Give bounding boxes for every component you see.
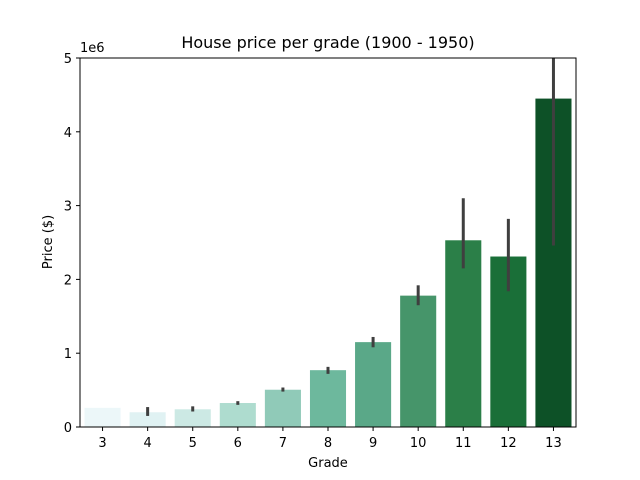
x-tick-label: 8: [324, 436, 332, 451]
bar-grade-10: [400, 295, 437, 427]
bar-grade-3: [84, 407, 121, 427]
y-axis-offset-label: 1e6: [80, 41, 105, 56]
y-axis-label: Price ($): [41, 215, 56, 269]
x-tick-label: 11: [455, 436, 472, 451]
bar-grade-8: [309, 370, 347, 427]
y-tick-label: 4: [64, 126, 72, 141]
y-tick-label: 3: [64, 200, 72, 215]
bar-grade-7: [264, 389, 301, 427]
x-axis: 3 4 5 6 7 8 9 10 11 12 13: [98, 427, 562, 451]
x-tick-label: 4: [143, 436, 151, 451]
y-tick-label: 0: [64, 421, 72, 436]
x-tick-label: 12: [500, 436, 517, 451]
bar-grade-4: [129, 412, 166, 427]
bar-grade-6: [219, 403, 256, 427]
x-tick-label: 10: [410, 436, 427, 451]
y-tick-label: 2: [64, 273, 72, 288]
bar-grade-5: [174, 409, 211, 427]
bar-grade-11: [445, 240, 482, 427]
bar-grade-9: [355, 342, 392, 427]
y-tick-label: 5: [64, 52, 72, 67]
x-tick-label: 6: [234, 436, 242, 451]
x-tick-label: 13: [545, 436, 562, 451]
x-tick-label: 5: [189, 436, 197, 451]
y-tick-label: 1: [64, 347, 72, 362]
x-tick-label: 3: [98, 436, 106, 451]
x-tick-label: 9: [369, 436, 377, 451]
y-axis: 0 1 2 3 4 5: [64, 52, 80, 436]
chart-title: House price per grade (1900 - 1950): [181, 33, 474, 52]
bars-group: [84, 98, 572, 427]
error-bars-group: [146, 58, 555, 416]
x-axis-label: Grade: [308, 456, 348, 471]
x-tick-label: 7: [279, 436, 287, 451]
